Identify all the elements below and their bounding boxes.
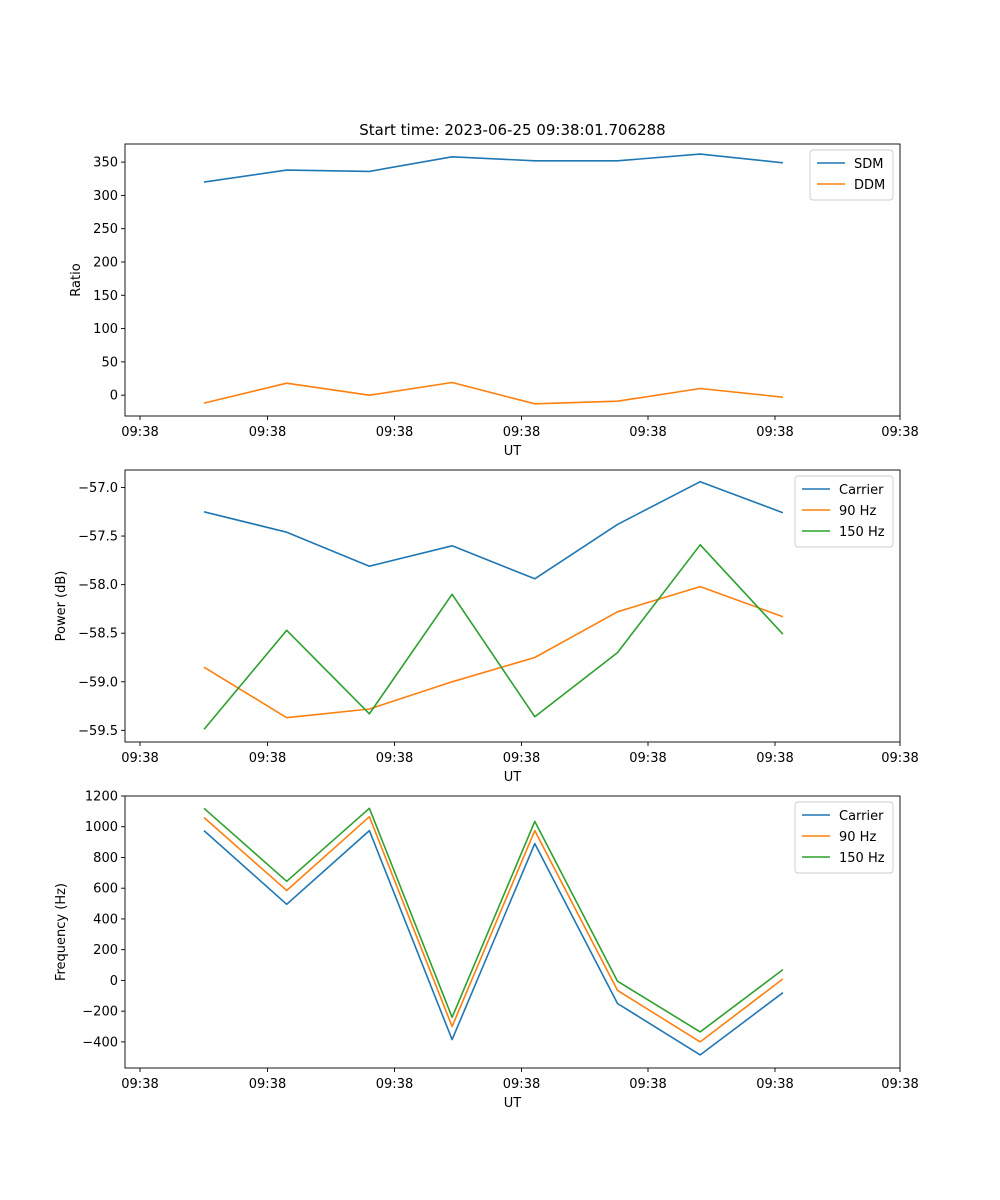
legend-label: SDM — [854, 157, 883, 172]
subplots: 0 50 100 150 200 250 300 350 09:38 09:38 09:38 09:3… — [54, 143, 919, 1112]
series-line-2 — [203, 585, 784, 719]
y-axis-label: Frequency (Hz) — [54, 883, 69, 981]
y-tick-label: −58.5 — [78, 627, 118, 642]
x-tick-label: 09:38 — [756, 1077, 793, 1092]
y-tick-label: 200 — [93, 255, 118, 270]
x-tick-label: 09:38 — [249, 425, 286, 440]
y-tick-label: 50 — [101, 355, 118, 370]
x-tick-label: 09:38 — [881, 425, 918, 440]
y-tick-label: 150 — [93, 289, 118, 304]
legend-label: Carrier — [839, 483, 884, 498]
legend-label: 90 Hz — [839, 830, 876, 845]
series-line-2 — [203, 815, 784, 1043]
x-tick-label: 09:38 — [503, 751, 540, 766]
series-line-2 — [203, 381, 783, 405]
x-tick-label: 09:38 — [376, 425, 413, 440]
y-tick-label: −59.5 — [78, 724, 118, 739]
legend-label: Carrier — [839, 809, 884, 824]
y-tick-label: 350 — [93, 156, 118, 171]
y-tick-label: 1000 — [85, 820, 118, 835]
x-tick-label: 09:38 — [376, 751, 413, 766]
y-axis-label: Ratio — [69, 263, 84, 296]
y-tick-label: −59.0 — [78, 675, 118, 690]
x-tick-label: 09:38 — [756, 425, 793, 440]
y-tick-label: 400 — [93, 912, 118, 927]
legend-box — [794, 801, 894, 874]
x-tick-label: 09:38 — [376, 1077, 413, 1092]
x-tick-label: 09:38 — [629, 1077, 666, 1092]
x-axis-label: UT — [504, 1096, 522, 1111]
legend-label: DDM — [854, 178, 885, 193]
y-tick-label: 200 — [93, 943, 118, 958]
y-tick-label: −57.5 — [78, 530, 118, 545]
x-tick-label: 09:38 — [881, 1077, 918, 1092]
series-line-3 — [203, 807, 784, 1033]
y-tick-label: 600 — [93, 882, 118, 897]
y-tick-label: 800 — [93, 851, 118, 866]
x-tick-label: 09:38 — [503, 425, 540, 440]
y-axis-label: Power (dB) — [54, 571, 69, 642]
axes-frame — [124, 143, 901, 417]
legend-label: 90 Hz — [839, 504, 876, 519]
y-tick-label: 300 — [93, 189, 118, 204]
figure-title: Start time: 2023-06-25 09:38:01.706288 — [359, 121, 665, 139]
y-tick-label: 0 — [110, 974, 118, 989]
legend-box — [794, 475, 894, 548]
x-axis-label: UT — [504, 770, 522, 785]
axes-frame — [124, 795, 901, 1069]
y-tick-label: −58.0 — [78, 578, 118, 593]
x-tick-label: 09:38 — [881, 751, 918, 766]
legend-label: 150 Hz — [839, 851, 885, 866]
x-tick-label: 09:38 — [121, 751, 158, 766]
x-axis-label: UT — [504, 444, 522, 459]
subplot-3: −400 −200 0 200 400 600 800 1000 1200 09:38 09:38 0… — [54, 790, 919, 1112]
axes-frame — [124, 469, 901, 743]
y-tick-label: −57.0 — [78, 481, 118, 496]
series-line-1 — [203, 829, 784, 1056]
legend-label: 150 Hz — [839, 525, 885, 540]
y-tick-label: 0 — [110, 389, 118, 404]
x-tick-label: 09:38 — [503, 1077, 540, 1092]
x-tick-label: 09:38 — [121, 425, 158, 440]
subplot-2: −59.5 −59.0 −58.5 −58.0 −57.5 −57.0 09:38 09:38… — [54, 469, 919, 785]
y-tick-label: 250 — [93, 222, 118, 237]
y-tick-label: −400 — [82, 1035, 118, 1050]
series-line-1 — [203, 480, 784, 580]
y-tick-label: 1200 — [85, 790, 118, 805]
series-line-3 — [203, 543, 784, 730]
x-tick-label: 09:38 — [629, 425, 666, 440]
x-tick-label: 09:38 — [249, 1077, 286, 1092]
x-tick-label: 09:38 — [249, 751, 286, 766]
subplot-1: 0 50 100 150 200 250 300 350 09:38 09:38 09:38 09:3… — [69, 143, 919, 459]
series-line-1 — [203, 153, 783, 183]
x-tick-label: 09:38 — [121, 1077, 158, 1092]
x-tick-label: 09:38 — [756, 751, 793, 766]
y-tick-label: −200 — [82, 1005, 118, 1020]
y-tick-label: 100 — [93, 322, 118, 337]
x-tick-label: 09:38 — [629, 751, 666, 766]
